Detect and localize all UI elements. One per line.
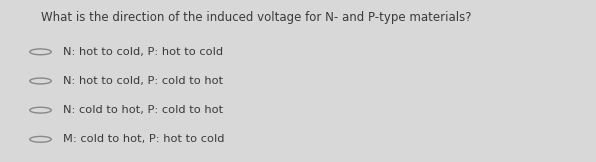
Text: N: hot to cold, P: hot to cold: N: hot to cold, P: hot to cold: [63, 47, 223, 57]
Text: N: hot to cold, P: cold to hot: N: hot to cold, P: cold to hot: [63, 76, 223, 86]
Text: N: cold to hot, P: cold to hot: N: cold to hot, P: cold to hot: [63, 105, 223, 115]
Text: What is the direction of the induced voltage for N- and P-type materials?: What is the direction of the induced vol…: [41, 11, 471, 24]
Text: M: cold to hot, P: hot to cold: M: cold to hot, P: hot to cold: [63, 134, 224, 144]
